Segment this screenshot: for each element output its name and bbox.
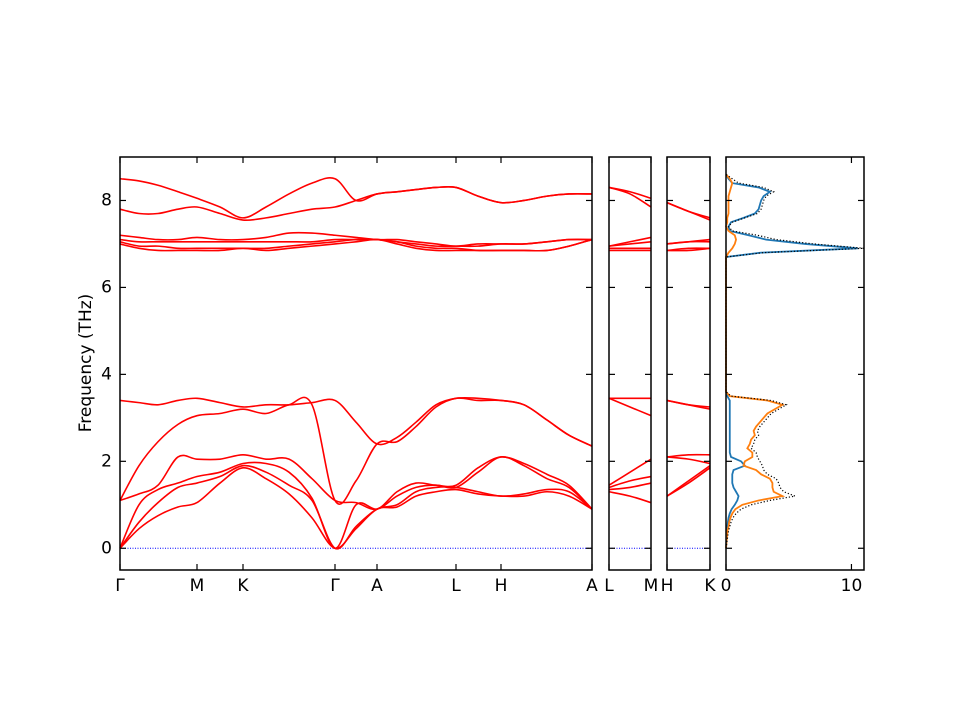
axes-frame [725,156,865,571]
band-line [666,201,711,219]
band-line [608,482,652,491]
band-line [119,464,593,550]
dos-line [725,173,865,549]
x-tick-label: M [190,576,205,596]
dos-line [725,173,858,549]
band-line [119,185,593,221]
y-tick-label: 0 [101,538,112,558]
band-line [666,465,711,497]
x-tick-label: K [237,576,249,596]
band-line [666,456,711,465]
y-axis-label: Frequency (THz) [76,294,96,433]
y-tick-label: 8 [101,190,112,210]
band-line [608,475,652,489]
band-line [666,399,711,408]
x-tick-label: L [451,576,461,596]
y-tick-label: 6 [101,277,112,297]
band-line [608,186,652,208]
band-line [608,397,652,417]
x-tick-label: 0 [721,576,732,596]
band-line [119,453,593,511]
axes-frame [608,156,652,571]
band-line [608,236,652,247]
band-line [119,177,593,219]
x-tick-label: H [661,576,674,596]
x-tick-label: A [586,576,598,596]
x-tick-label: Γ [330,576,340,596]
x-tick-label: M [644,576,659,596]
x-tick-label: L [604,576,614,596]
x-tick-label: 10 [841,576,863,596]
band-line [119,396,593,505]
band-line [666,247,711,252]
dos-line [725,173,786,549]
y-tick-label: 2 [101,451,112,471]
band-line [608,186,652,200]
band-line [666,453,711,458]
band-line [608,490,652,504]
x-tick-label: A [371,576,383,596]
band-line [119,238,593,248]
x-tick-label: H [495,576,508,596]
axes-frame [666,156,711,571]
band-line [666,238,711,245]
band-line [119,396,593,447]
x-tick-label: Γ [115,576,125,596]
y-tick-label: 4 [101,364,112,384]
x-tick-label: K [704,576,716,596]
band-line [608,458,652,486]
band-line [119,231,593,247]
axes-frame [119,156,593,571]
